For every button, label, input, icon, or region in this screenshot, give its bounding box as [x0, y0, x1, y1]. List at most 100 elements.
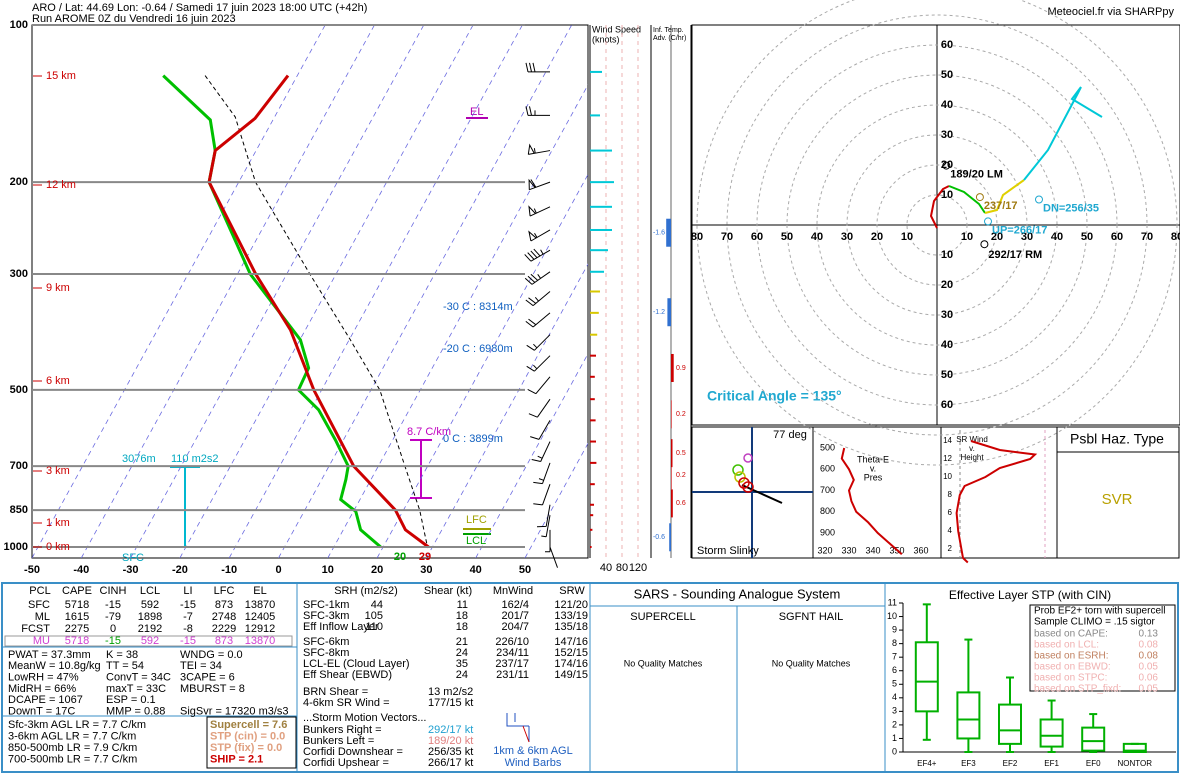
wind-speed-bar — [590, 181, 614, 184]
hodo-ring-label: 10 — [941, 189, 953, 201]
table-cell: 189/20 kt — [428, 735, 473, 747]
stp-box — [956, 691, 981, 740]
supercell-param: SHIP = 2.1 — [210, 753, 263, 765]
x-tick-label: 20 — [371, 564, 383, 576]
table-cell: 44 — [371, 599, 383, 611]
wind-barb — [524, 271, 551, 285]
stp-y-label: 0 — [892, 746, 897, 756]
wind-barb — [527, 376, 551, 395]
table-cell: -15 — [105, 635, 121, 647]
wind-speed-bar — [590, 70, 602, 73]
hodo-ring-label: 30 — [841, 231, 853, 243]
wind-barb — [525, 62, 551, 73]
wind-barb — [528, 398, 551, 418]
wind-speed-bar — [590, 290, 600, 293]
theta-e-title: v. — [870, 463, 876, 473]
wind-speed-bar — [590, 514, 594, 517]
advection-bar — [671, 400, 672, 429]
table-cell: 121/20 — [554, 599, 588, 611]
wind-title: Wind Speed — [592, 24, 641, 34]
hodo-ring — [816, 104, 1058, 346]
stp-y-label: 4 — [892, 692, 897, 702]
hazard-value: SVR — [1102, 491, 1133, 508]
x-tick-label: 40 — [470, 564, 482, 576]
stp-y-label: 10 — [887, 611, 897, 621]
stp-x-label: NONTOR — [1118, 759, 1153, 768]
table-header: CAPE — [62, 585, 92, 597]
stp-legend-row: based on STPC: — [1034, 673, 1107, 684]
hodo-ring — [846, 134, 1028, 316]
sars-title: SARS - Sounding Analogue System — [634, 586, 841, 601]
supercell-param: STP (fix) = 0.0 — [210, 742, 282, 754]
table-cell: -8 — [183, 623, 193, 635]
index: DCAPE = 1067 — [8, 694, 83, 706]
wind-speed-bar — [590, 114, 600, 117]
slinky-angle: 77 deg — [773, 429, 807, 441]
hodo-ring-label: 60 — [941, 399, 953, 411]
wind-barb — [524, 248, 551, 262]
table-cell: Corfidi Upshear = — [303, 757, 389, 769]
y-tick-label: 200 — [10, 176, 28, 188]
table-cell: 2275 — [65, 623, 89, 635]
isotherm-label: -20 C : 6980m — [443, 343, 513, 355]
x-tick-label: -20 — [172, 564, 188, 576]
advection-bar — [666, 218, 671, 247]
wind-speed-bar — [590, 354, 596, 357]
stp-box — [1039, 718, 1064, 748]
stp-y-label: 11 — [888, 597, 897, 607]
index: SigSvr = 17320 m3/s3 — [180, 705, 289, 717]
inflow-srh: 110 m2s2 — [171, 453, 219, 465]
stp-y-label: 3 — [892, 706, 897, 716]
wind-speed-bar — [590, 249, 608, 252]
table-cell: 24 — [456, 647, 468, 659]
theta-e-x-label: 340 — [865, 545, 880, 555]
lfc-label: LFC — [466, 514, 487, 526]
table-cell: 35 — [456, 658, 468, 670]
hodo-marker — [975, 193, 984, 202]
table-cell: 152/15 — [554, 647, 588, 659]
table-header: LCL — [140, 585, 160, 597]
hodo-ring-label: 20 — [941, 279, 953, 291]
wind-barb — [533, 462, 551, 485]
table-cell: LCL-EL (Cloud Layer) — [303, 658, 410, 670]
table-cell: -15 — [180, 599, 196, 611]
theta-e-y-label: 600 — [820, 464, 835, 474]
isotherm — [376, 173, 588, 558]
advection-label: 0.6 — [676, 500, 686, 507]
stp-legend-row: based on STP_fixd: — [1034, 684, 1121, 695]
wind-speed-bar — [590, 205, 612, 208]
sr-wind-line — [955, 440, 1038, 564]
sr-wind-y-label: 14 — [943, 436, 952, 445]
table-cell: 2748 — [212, 611, 236, 623]
stp-legend-title: Prob EF2+ torn with supercell — [1034, 606, 1165, 617]
index: MBURST = 8 — [180, 683, 245, 695]
index: ESP = 0.1 — [106, 694, 156, 706]
isotherm — [278, 25, 573, 558]
isotherm — [426, 263, 588, 558]
table-cell: BRN Shear = — [303, 686, 368, 698]
table-cell: 292/17 kt — [428, 724, 473, 736]
table-cell: 1615 — [65, 611, 89, 623]
stp-y-label: 7 — [892, 652, 897, 662]
hodo-ring-label: 70 — [721, 231, 733, 243]
table-cell: 234/11 — [496, 647, 529, 659]
hodo-ring-label: 70 — [1141, 231, 1153, 243]
y-tick-label: 500 — [10, 384, 28, 396]
isotherm — [80, 25, 375, 558]
wind-speed-bar — [590, 483, 595, 486]
isotherm — [327, 84, 588, 558]
stp-legend-row: based on EBWD: — [1034, 662, 1111, 673]
hodo-ring-label: 50 — [941, 69, 953, 81]
advection-bar — [669, 523, 671, 552]
stp-legend-title: Sample CLIMO = .15 sigtor — [1034, 617, 1156, 628]
hodo-marker — [1035, 195, 1043, 204]
hodo-marker-label: DN=256/35 — [1043, 202, 1099, 214]
wind-barb — [533, 484, 551, 506]
annotations: EL LFC LCL -30 C : 8314m -20 C : 6980m 0… — [122, 106, 513, 564]
hodo-ring — [756, 44, 1118, 406]
table-cell: 5718 — [65, 599, 89, 611]
barb-icon — [506, 713, 530, 742]
barb-icon — [522, 725, 530, 743]
isotherm — [475, 352, 588, 558]
sfc-label: SFC — [122, 552, 144, 564]
